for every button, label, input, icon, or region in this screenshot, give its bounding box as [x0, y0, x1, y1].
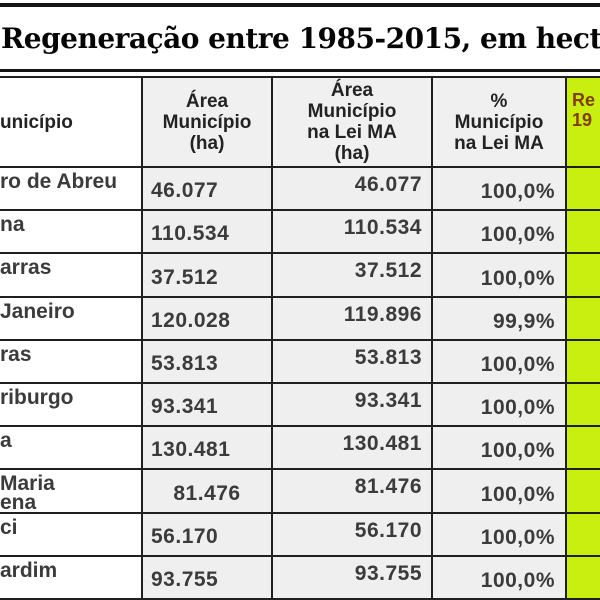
area-cell: 53.813 [143, 340, 273, 384]
area-lei-cell: 56.170 [273, 513, 433, 557]
municipio-cell: ardim [0, 556, 143, 600]
municipio-cell: ro de Abreu [0, 168, 143, 212]
page-title: Regeneração entre 1985-2015, em hectares [1, 21, 600, 55]
pct-cell: 100,0% [433, 211, 567, 255]
area-cell: 56.170 [143, 513, 273, 557]
area-cell: 93.341 [143, 383, 273, 428]
area-cell: 81.476 [143, 470, 273, 514]
municipio-cell: ci [0, 513, 143, 557]
area-lei-cell: 93.341 [273, 383, 433, 428]
regeneracao-cell [567, 427, 600, 471]
pct-cell: 100,0% [433, 513, 567, 557]
area-cell: 120.028 [143, 297, 273, 341]
col-header-pct-lei-ma: % Município na Lei MA [433, 78, 567, 168]
municipio-cell: Maria ena [0, 470, 143, 514]
regeneracao-cell [567, 254, 600, 298]
pct-cell: 100,0% [433, 168, 567, 212]
area-lei-cell: 119.896 [273, 297, 433, 341]
title-bar: Regeneração entre 1985-2015, em hectares [0, 3, 600, 72]
col-header-area-lei-ma: Área Município na Lei MA (ha) [273, 78, 433, 168]
regeneracao-cell [567, 513, 600, 557]
regeneracao-cell [567, 297, 600, 341]
municipio-cell: ras [0, 340, 143, 384]
area-cell: 46.077 [143, 168, 273, 212]
area-lei-cell: 46.077 [273, 168, 433, 212]
area-cell: 93.755 [143, 556, 273, 600]
area-lei-cell: 53.813 [273, 340, 433, 384]
col-header-area: Área Município (ha) [143, 78, 273, 168]
pct-cell: 100,0% [433, 254, 567, 298]
data-table: unicípio Área Município (ha) Área Municí… [0, 76, 600, 600]
area-cell: 130.481 [143, 427, 273, 471]
pct-cell: 100,0% [433, 427, 567, 471]
regeneracao-cell [567, 340, 600, 384]
area-lei-cell: 81.476 [273, 470, 433, 514]
municipio-cell: na [0, 211, 143, 255]
area-cell: 37.512 [143, 254, 273, 298]
regeneracao-cell [567, 470, 600, 514]
area-lei-cell: 110.534 [273, 211, 433, 255]
pct-cell: 100,0% [433, 383, 567, 428]
municipio-cell: a [0, 427, 143, 471]
municipio-cell: Janeiro [0, 297, 143, 341]
pct-cell: 99,9% [433, 297, 567, 341]
area-cell: 110.534 [143, 211, 273, 255]
pct-cell: 100,0% [433, 470, 567, 514]
area-lei-cell: 130.481 [273, 427, 433, 471]
municipio-cell: arras [0, 254, 143, 298]
col-header-municipio: unicípio [0, 78, 143, 168]
regeneracao-cell [567, 211, 600, 255]
pct-cell: 100,0% [433, 556, 567, 600]
regeneracao-cell [567, 383, 600, 428]
area-lei-cell: 37.512 [273, 254, 433, 298]
col-header-regeneracao: Re 19 [567, 78, 600, 168]
municipio-cell: riburgo [0, 383, 143, 428]
pct-cell: 100,0% [433, 340, 567, 384]
col-header-regeneracao-text: Re 19 [572, 90, 596, 130]
regeneracao-cell [567, 556, 600, 600]
regeneracao-cell [567, 168, 600, 212]
area-lei-cell: 93.755 [273, 556, 433, 600]
